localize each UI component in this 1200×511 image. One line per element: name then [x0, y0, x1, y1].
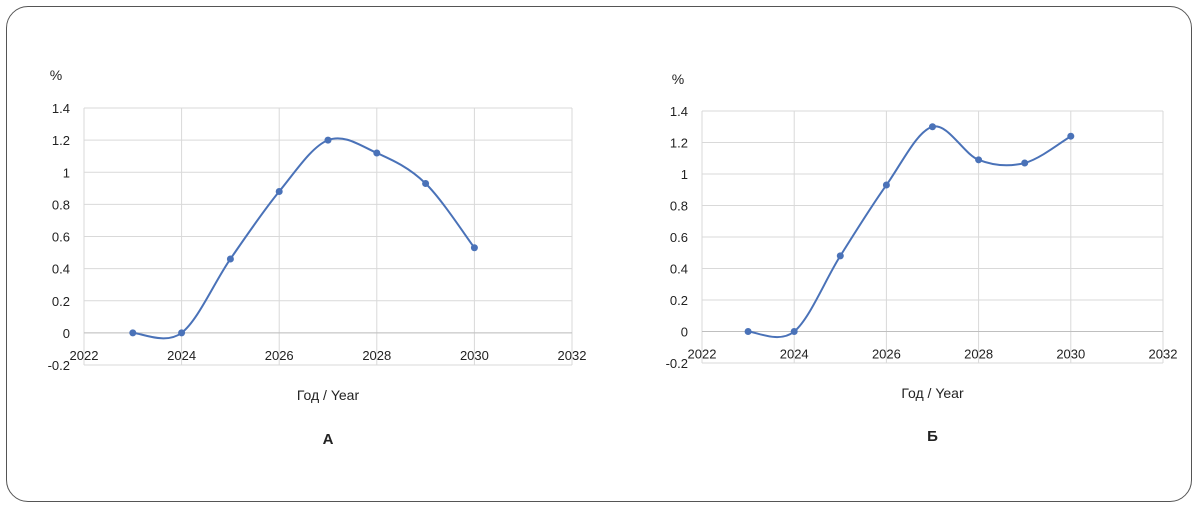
chart-b-y-axis-label: %	[672, 71, 684, 87]
chart-a-data-point	[324, 136, 332, 144]
chart-b-x-tick-label: 2032	[1149, 347, 1178, 362]
chart-b-y-tick-label: -0.2	[666, 356, 688, 371]
chart-b-x-tick-label: 2024	[780, 347, 809, 362]
chart-a-x-tick-label: 2024	[167, 348, 196, 363]
chart-a-series-line	[132, 137, 476, 340]
chart-a-y-tick-label: 0.4	[52, 262, 70, 277]
chart-b-y-tick-label: 0.4	[670, 262, 688, 277]
chart-a-y-tick-label: 0.8	[52, 197, 70, 212]
chart-b-data-point	[882, 181, 890, 189]
chart-b-x-tick-label: 2022	[688, 347, 717, 362]
chart-b-x-axis-title: Год / Year	[901, 385, 964, 401]
chart-a-x-tick-label: 2022	[70, 348, 99, 363]
chart-a-y-tick-label: 0	[63, 326, 70, 341]
chart-b-x-tick-label: 2030	[1056, 347, 1085, 362]
chart-b-y-tick-label: 0.6	[670, 230, 688, 245]
chart-b-data-point	[836, 252, 844, 260]
chart-a-x-tick-label: 2026	[265, 348, 294, 363]
chart-a-x-tick-label: 2030	[460, 348, 489, 363]
chart-a-data-point	[226, 255, 234, 263]
chart-b-data-point	[929, 123, 936, 131]
chart-b-y-tick-label: 0	[681, 325, 688, 340]
chart-b-y-tick-label: 0.8	[670, 199, 688, 214]
chart-a-panel-label: А	[323, 431, 334, 448]
chart-b-data-point	[790, 328, 798, 335]
chart-b-y-tick-label: 1.2	[670, 136, 688, 151]
figure-frame	[6, 6, 1192, 502]
chart-b-y-tick-label: 1.4	[670, 104, 688, 119]
chart-a-y-tick-label: 1.2	[52, 133, 70, 148]
chart-a-y-axis-label: %	[50, 67, 62, 83]
chart-a-x-axis-title: Год / Year	[297, 387, 360, 403]
chart-a-data-point	[373, 149, 381, 157]
chart-a-x-tick-label: 2032	[558, 348, 587, 363]
chart-a-y-tick-label: 0.6	[52, 230, 70, 245]
chart-b: -0.2 0 0.2 0.4 0.6 0.8 1 1.2 1.4 2022 2024 2026 2028…	[666, 71, 1178, 445]
chart-b-data-point	[1021, 159, 1029, 167]
chart-b-x-tick-label: 2028	[964, 347, 993, 362]
chart-b-series-line	[747, 125, 1072, 339]
chart-b-x-tick-label: 2026	[872, 347, 901, 362]
chart-b-data-point	[975, 156, 983, 164]
chart-a: -0.2 0 0.2 0.4 0.6 0.8 1 1.2 1.4 2022 2024 2026 2028…	[48, 67, 587, 448]
chart-a-y-tick-label: 0.2	[52, 294, 70, 309]
chart-a-data-point	[129, 329, 137, 337]
chart-a-data-point	[470, 244, 478, 252]
chart-a-y-tick-label: -0.2	[48, 358, 70, 373]
chart-a-data-point	[178, 329, 186, 337]
chart-b-data-point	[1067, 132, 1075, 140]
chart-b-y-tick-label: 1	[681, 167, 688, 182]
chart-a-y-tick-label: 1	[63, 165, 70, 180]
chart-a-y-tick-label: 1.4	[52, 101, 70, 116]
chart-a-data-point	[422, 179, 430, 187]
chart-a-x-tick-label: 2028	[362, 348, 391, 363]
chart-b-panel-label: Б	[927, 428, 938, 445]
chart-a-data-point	[275, 188, 283, 196]
chart-b-y-tick-label: 0.2	[670, 293, 688, 308]
chart-b-data-point	[744, 328, 752, 335]
